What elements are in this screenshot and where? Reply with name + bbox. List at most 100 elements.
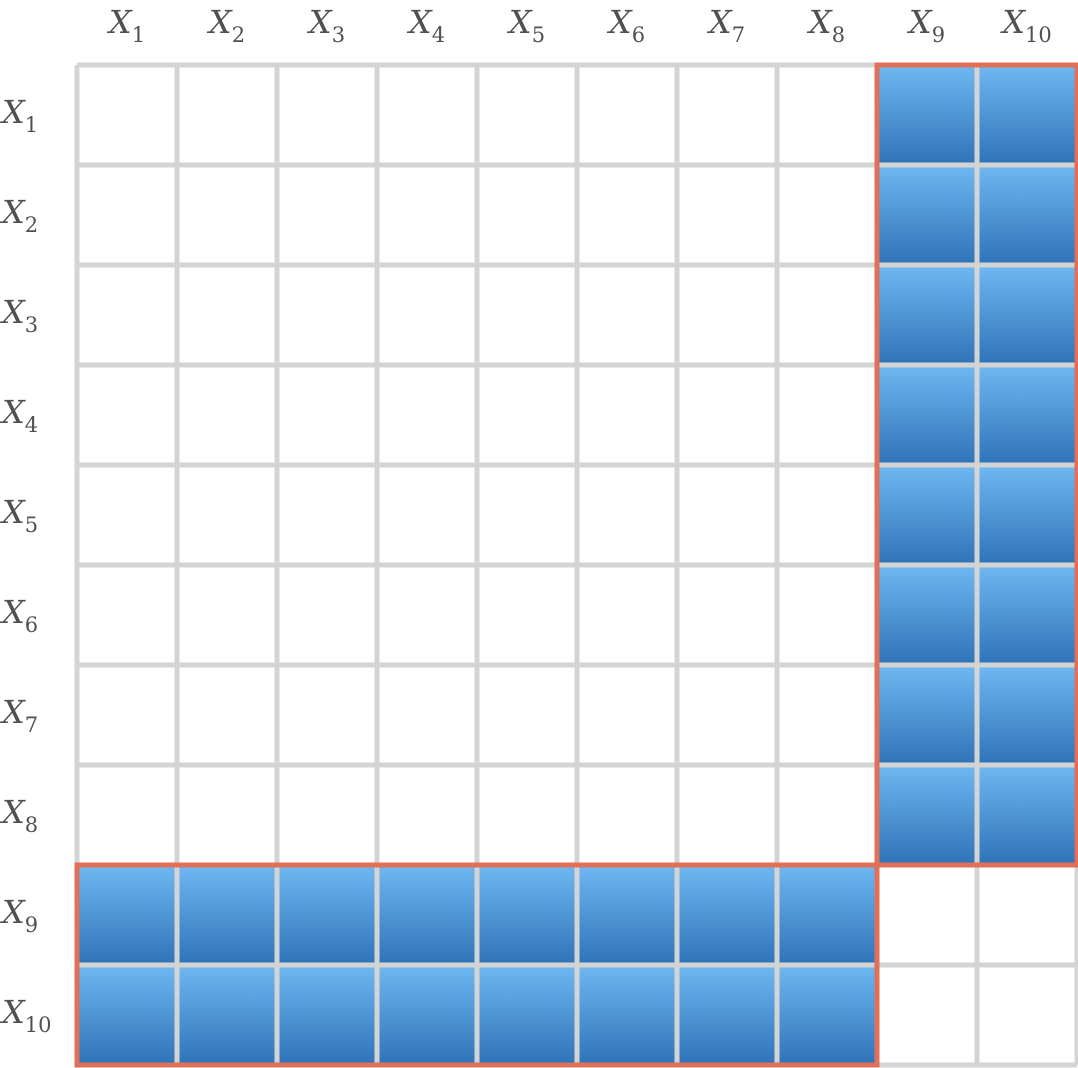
empty-cell	[877, 965, 977, 1065]
col-label-5: X5	[506, 3, 545, 47]
empty-cell	[377, 165, 477, 265]
filled-cell	[577, 865, 677, 965]
empty-cell	[377, 465, 477, 565]
empty-cell	[377, 665, 477, 765]
empty-cell	[377, 765, 477, 865]
empty-cell	[477, 65, 577, 165]
empty-cell	[277, 65, 377, 165]
row-label-9-subscript: 9	[25, 913, 38, 937]
filled-cell	[977, 265, 1077, 365]
empty-cell	[777, 765, 877, 865]
col-label-4-base: X	[406, 3, 433, 41]
col-label-3-base: X	[306, 3, 333, 41]
col-label-10-subscript: 10	[1025, 23, 1052, 47]
filled-cell	[677, 965, 777, 1065]
empty-cell	[77, 765, 177, 865]
col-label-1-subscript: 1	[132, 23, 145, 47]
empty-cell	[477, 565, 577, 665]
empty-cell	[777, 65, 877, 165]
empty-cell	[777, 665, 877, 765]
col-label-3: X3	[306, 3, 345, 47]
row-label-2-subscript: 2	[25, 213, 38, 237]
empty-cell	[577, 265, 677, 365]
filled-cell	[977, 565, 1077, 665]
empty-cell	[377, 65, 477, 165]
row-label-5: X5	[0, 493, 38, 537]
col-label-7-base: X	[706, 3, 733, 41]
empty-cell	[277, 765, 377, 865]
col-label-3-subscript: 3	[332, 23, 345, 47]
empty-cell	[777, 165, 877, 265]
filled-cell	[977, 365, 1077, 465]
row-label-10: X10	[0, 993, 52, 1037]
row-label-3-base: X	[0, 293, 26, 331]
empty-cell	[477, 265, 577, 365]
col-label-9-subscript: 9	[932, 23, 945, 47]
column-headers: X1 X2 X3 X4 X5 X6 X7 X8 X9 X10	[106, 3, 1052, 47]
filled-cell	[877, 765, 977, 865]
col-label-10-base: X	[999, 3, 1026, 41]
row-label-6-subscript: 6	[25, 613, 38, 637]
col-label-7-subscript: 7	[732, 23, 745, 47]
empty-cell	[277, 365, 377, 465]
empty-cell	[377, 265, 477, 365]
empty-cell	[677, 765, 777, 865]
row-label-6-base: X	[0, 593, 26, 631]
empty-cell	[277, 465, 377, 565]
empty-cell	[777, 465, 877, 565]
empty-cell	[577, 665, 677, 765]
col-label-6-subscript: 6	[632, 23, 645, 47]
row-label-8-subscript: 8	[25, 813, 38, 837]
filled-cell	[977, 65, 1077, 165]
empty-cell	[977, 965, 1077, 1065]
empty-cell	[677, 565, 777, 665]
empty-cell	[77, 665, 177, 765]
col-label-6: X6	[606, 3, 645, 47]
empty-cell	[477, 365, 577, 465]
matrix-cells	[77, 65, 1077, 1065]
row-label-8-base: X	[0, 793, 26, 831]
empty-cell	[177, 265, 277, 365]
filled-cell	[377, 865, 477, 965]
grid-lines	[74, 62, 1078, 1068]
empty-cell	[477, 465, 577, 565]
filled-cell	[877, 365, 977, 465]
empty-cell	[177, 165, 277, 265]
empty-cell	[677, 165, 777, 265]
empty-cell	[477, 165, 577, 265]
filled-cell	[977, 665, 1077, 765]
empty-cell	[77, 65, 177, 165]
filled-cell	[877, 665, 977, 765]
col-label-4: X4	[406, 3, 445, 47]
row-label-10-base: X	[0, 993, 26, 1031]
empty-cell	[677, 665, 777, 765]
col-label-9-base: X	[906, 3, 933, 41]
row-label-4: X4	[0, 393, 38, 437]
filled-cell	[477, 865, 577, 965]
filled-cell	[877, 165, 977, 265]
empty-cell	[77, 165, 177, 265]
col-label-8-base: X	[806, 3, 833, 41]
empty-cell	[77, 565, 177, 665]
col-label-1: X1	[106, 3, 145, 47]
row-label-7-base: X	[0, 693, 26, 731]
highlight-borders	[74, 62, 1078, 1068]
row-label-4-subscript: 4	[25, 413, 38, 437]
empty-cell	[577, 765, 677, 865]
row-label-9-base: X	[0, 893, 26, 931]
filled-cell	[77, 865, 177, 965]
row-label-1-subscript: 1	[25, 113, 38, 137]
row-label-9: X9	[0, 893, 38, 937]
col-label-5-subscript: 5	[532, 23, 545, 47]
empty-cell	[277, 165, 377, 265]
empty-cell	[777, 565, 877, 665]
empty-cell	[977, 865, 1077, 965]
empty-cell	[277, 565, 377, 665]
row-label-7: X7	[0, 693, 38, 737]
col-label-2-subscript: 2	[232, 23, 245, 47]
filled-cell	[977, 165, 1077, 265]
empty-cell	[277, 665, 377, 765]
filled-cell	[877, 65, 977, 165]
empty-cell	[477, 665, 577, 765]
highlight-block-bottom-left	[74, 862, 880, 1068]
